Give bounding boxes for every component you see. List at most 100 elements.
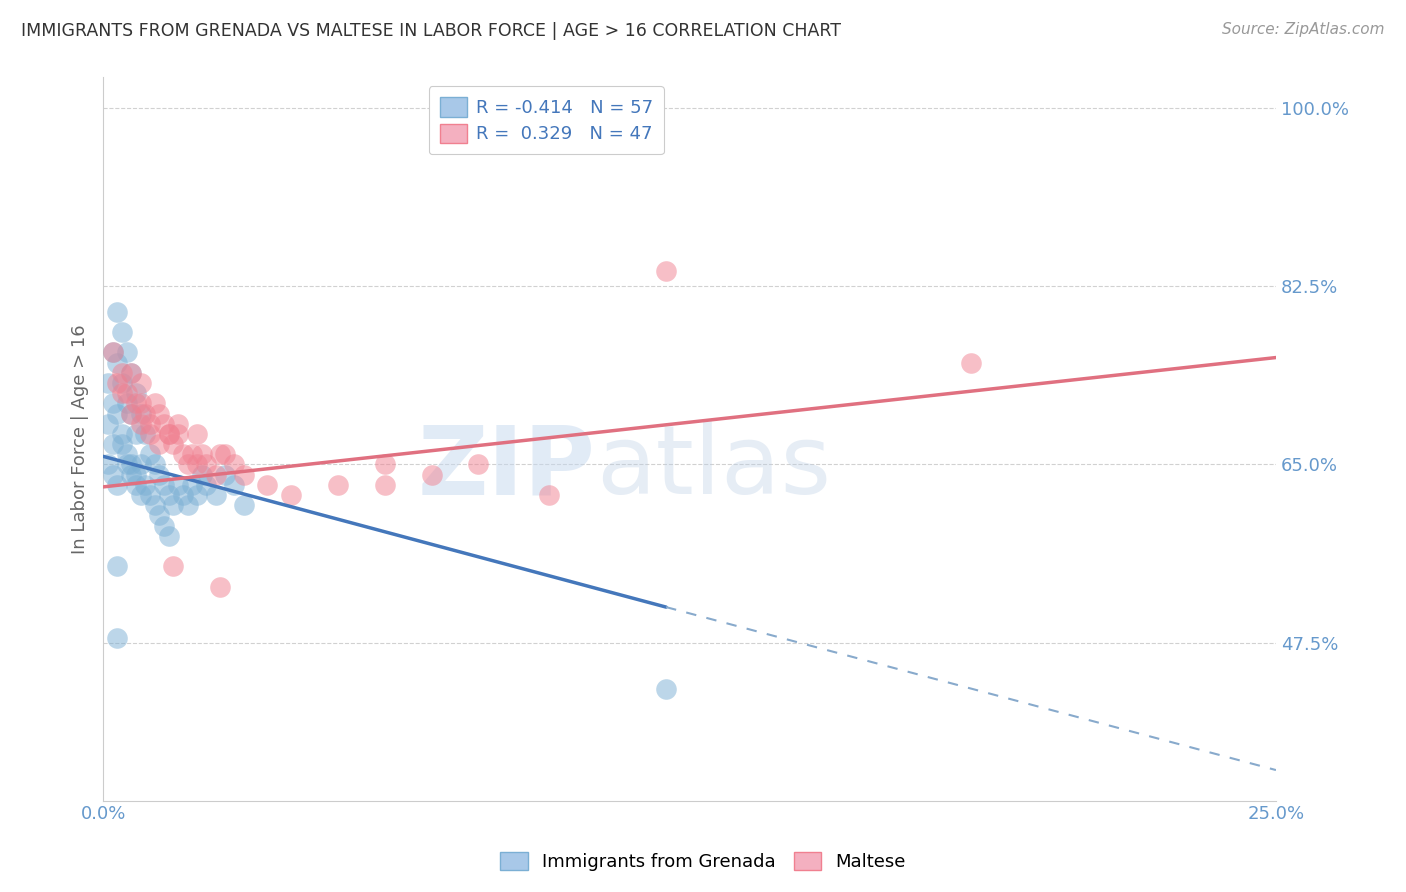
Point xyxy=(256,478,278,492)
Point xyxy=(143,396,166,410)
Point xyxy=(139,426,162,441)
Point xyxy=(280,488,302,502)
Point xyxy=(232,498,254,512)
Point xyxy=(101,345,124,359)
Point xyxy=(157,529,180,543)
Point xyxy=(101,467,124,482)
Point xyxy=(97,376,120,390)
Point xyxy=(176,458,198,472)
Point xyxy=(139,417,162,431)
Point xyxy=(190,447,212,461)
Point xyxy=(125,396,148,410)
Point xyxy=(105,376,128,390)
Point xyxy=(209,447,232,461)
Point xyxy=(125,467,148,482)
Point xyxy=(129,396,152,410)
Point xyxy=(162,559,184,574)
Point xyxy=(97,458,120,472)
Point xyxy=(111,386,134,401)
Point xyxy=(148,407,170,421)
Point xyxy=(143,498,166,512)
Point xyxy=(120,366,142,380)
Point xyxy=(115,447,138,461)
Point xyxy=(232,467,254,482)
Point xyxy=(655,681,678,696)
Point xyxy=(167,417,190,431)
Point xyxy=(181,447,204,461)
Point xyxy=(153,478,176,492)
Point xyxy=(134,426,156,441)
Point xyxy=(148,508,170,523)
Point xyxy=(153,417,176,431)
Y-axis label: In Labor Force | Age > 16: In Labor Force | Age > 16 xyxy=(72,324,89,554)
Point xyxy=(186,426,208,441)
Point xyxy=(214,467,236,482)
Point xyxy=(176,498,198,512)
Point xyxy=(125,426,148,441)
Point xyxy=(101,396,124,410)
Point xyxy=(129,417,152,431)
Point xyxy=(105,304,128,318)
Point xyxy=(129,407,152,421)
Point xyxy=(129,488,152,502)
Point xyxy=(134,407,156,421)
Point xyxy=(186,458,208,472)
Point xyxy=(120,366,142,380)
Point xyxy=(120,467,142,482)
Point xyxy=(186,488,208,502)
Point xyxy=(153,518,176,533)
Text: Source: ZipAtlas.com: Source: ZipAtlas.com xyxy=(1222,22,1385,37)
Point xyxy=(120,407,142,421)
Point xyxy=(111,366,134,380)
Point xyxy=(115,396,138,410)
Point xyxy=(374,478,396,492)
Text: ZIP: ZIP xyxy=(418,421,596,515)
Text: IMMIGRANTS FROM GRENADA VS MALTESE IN LABOR FORCE | AGE > 16 CORRELATION CHART: IMMIGRANTS FROM GRENADA VS MALTESE IN LA… xyxy=(21,22,841,40)
Point xyxy=(167,426,190,441)
Point xyxy=(120,458,142,472)
Point xyxy=(326,478,349,492)
Point xyxy=(224,478,246,492)
Point xyxy=(157,426,180,441)
Point xyxy=(125,386,148,401)
Point xyxy=(374,458,396,472)
Point xyxy=(101,345,124,359)
Point xyxy=(157,426,180,441)
Point xyxy=(195,478,218,492)
Point xyxy=(162,437,184,451)
Point xyxy=(105,407,128,421)
Point xyxy=(101,437,124,451)
Point xyxy=(204,488,226,502)
Point xyxy=(125,478,148,492)
Point xyxy=(214,447,236,461)
Point xyxy=(105,631,128,645)
Point xyxy=(111,437,134,451)
Point xyxy=(190,467,212,482)
Point xyxy=(139,488,162,502)
Point xyxy=(120,407,142,421)
Point xyxy=(111,325,134,339)
Point xyxy=(167,478,190,492)
Legend: Immigrants from Grenada, Maltese: Immigrants from Grenada, Maltese xyxy=(494,845,912,879)
Point xyxy=(172,488,194,502)
Point xyxy=(105,559,128,574)
Point xyxy=(134,478,156,492)
Point xyxy=(115,345,138,359)
Point xyxy=(537,488,560,502)
Point xyxy=(105,478,128,492)
Point xyxy=(148,437,170,451)
Point xyxy=(181,478,204,492)
Point xyxy=(172,447,194,461)
Point xyxy=(111,376,134,390)
Point xyxy=(209,580,232,594)
Point xyxy=(115,458,138,472)
Point xyxy=(960,356,983,370)
Point xyxy=(195,458,218,472)
Legend: R = -0.414   N = 57, R =  0.329   N = 47: R = -0.414 N = 57, R = 0.329 N = 47 xyxy=(429,87,664,154)
Point xyxy=(143,458,166,472)
Point xyxy=(129,458,152,472)
Point xyxy=(467,458,489,472)
Point xyxy=(139,447,162,461)
Point xyxy=(420,467,443,482)
Point xyxy=(129,376,152,390)
